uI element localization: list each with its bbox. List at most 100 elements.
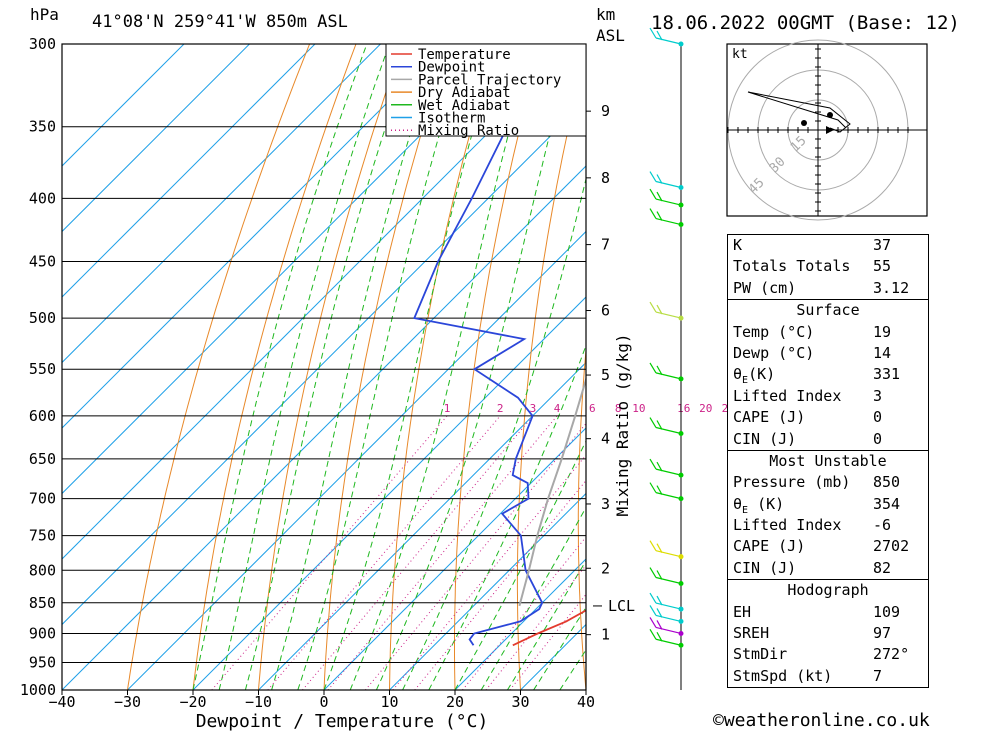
most-unstable-title: Most Unstable [769,451,887,470]
wind-barb-flag [649,301,657,313]
series-parcel-trajectory [518,376,586,607]
mixing-ratio-label: 3 [530,402,537,415]
x-tick-label: −20 [179,693,206,711]
x-tick-label: 30 [511,693,529,711]
wet-adiabat-line [192,44,368,690]
stmdir-label: StmDir [733,645,788,664]
pw-value: 3.12 [873,278,910,297]
surface-li-value: 3 [873,386,883,405]
isotherm-line [323,427,586,690]
legend-entry: Temperature [418,47,511,63]
hodograph-trace [747,91,851,133]
wind-barb-flag [656,174,663,184]
wind-barb-flag [649,592,657,604]
hodograph-point [801,120,807,126]
km-tick-label: 1 [601,626,610,644]
indices-table: K 37 Totals Totals 55 PW (cm) 3.12 Surface … [727,234,929,689]
wind-barb-flag [649,482,657,493]
legend-entry: Isotherm [418,111,485,127]
mixing-ratio-line [462,536,586,690]
km-tick-label: 3 [601,495,610,513]
x-tick-label: 0 [319,693,328,711]
wind-barb-flag [649,458,657,470]
totals-totals-label: Totals Totals [733,257,851,276]
wind-barb-shaft [655,311,682,319]
legend-entry: Dewpoint [418,60,485,76]
wind-barb-shaft [655,198,682,206]
theta-symbol: θ [733,365,743,384]
x-tick-label: −40 [48,693,75,711]
wet-adiabat-line [454,439,586,690]
mu-cape-value: 2702 [873,537,910,556]
wind-barb-flag [656,420,663,430]
isotherm-line [62,165,586,690]
pressure-tick-label: 900 [29,624,56,642]
theta-subscript: E [742,504,749,516]
surface-temp-label: Temp (°C) [733,322,815,341]
wet-adiabat-line [375,44,574,690]
wind-barb-flag [656,620,663,630]
wind-barb-shaft [655,492,682,500]
k-index-value: 37 [873,236,892,254]
wind-barb-shaft [655,614,682,622]
theta-symbol: θ [733,494,743,513]
wind-barb-flag [656,211,663,221]
wind-barb-shaft [655,576,682,585]
wet-adiabat-line [323,44,499,690]
surface-cape-value: 0 [873,408,883,427]
wind-barb-flag [656,543,663,553]
mixing-ratio-line [485,564,586,690]
hodograph-point [827,112,833,118]
storm-motion-marker [826,126,834,134]
dry-adiabat-line [695,44,728,690]
mu-cin-value: 82 [873,558,892,577]
copyright-link[interactable]: ©weatheronline.co.uk [713,710,930,731]
isotherm-line [62,44,447,429]
wind-barb-flag [649,628,657,640]
km-tick-label: 4 [601,430,610,448]
sreh-value: 97 [873,624,892,643]
profiles [413,49,586,647]
surface-title: Surface [796,301,860,320]
mixing-ratio-label: 8 [615,402,622,415]
wind-barb-shaft [655,626,682,635]
wind-barbs [649,27,684,648]
mixing-ratio-label: 2 [497,402,504,415]
wind-barb-flag [656,191,663,202]
surface-temp-value: 19 [873,322,892,341]
sreh-label: SREH [733,624,770,643]
wind-barb-shaft [655,602,682,610]
km-tick-label: 7 [601,236,610,254]
surface-dewp-label: Dewp (°C) [733,343,815,362]
mixing-ratio-label: 20 [699,402,712,415]
wind-barb-flag [649,362,657,374]
mu-pressure-value: 850 [873,473,901,492]
hodograph-units: kt [732,47,748,62]
wind-barb-shaft [655,372,682,380]
pressure-tick-label: 750 [29,527,56,545]
wind-barb-flag [656,304,663,315]
series-dewpoint [413,49,586,646]
wind-barb-flag [649,567,657,578]
pw-label: PW (cm) [733,278,797,297]
mixing-ratio-label: 16 [677,402,690,415]
mixing-ratio-label: 6 [589,402,596,415]
wind-barb-flag [649,188,657,200]
mixing-ratio-axis-label: Mixing Ratio (g/kg) [613,333,632,516]
surface-cin-value: 0 [873,429,883,448]
eh-label: EH [733,602,752,621]
isotherm-line [62,44,381,364]
wind-barb-shaft [655,638,682,646]
pressure-tick-label: 450 [29,253,56,271]
surface-theta-value: 331 [873,365,901,384]
isotherm-line [454,558,586,690]
wind-barb-flag [649,417,657,428]
wind-barb-shaft [655,426,682,435]
mu-pressure-label: Pressure (mb) [733,473,851,492]
wind-barb-flag [656,595,663,606]
pressure-tick-label: 500 [29,309,56,327]
pressure-tick-label: 1000 [20,681,56,699]
x-tick-label: 10 [380,693,398,711]
legend-entry: Mixing Ratio [418,123,519,139]
